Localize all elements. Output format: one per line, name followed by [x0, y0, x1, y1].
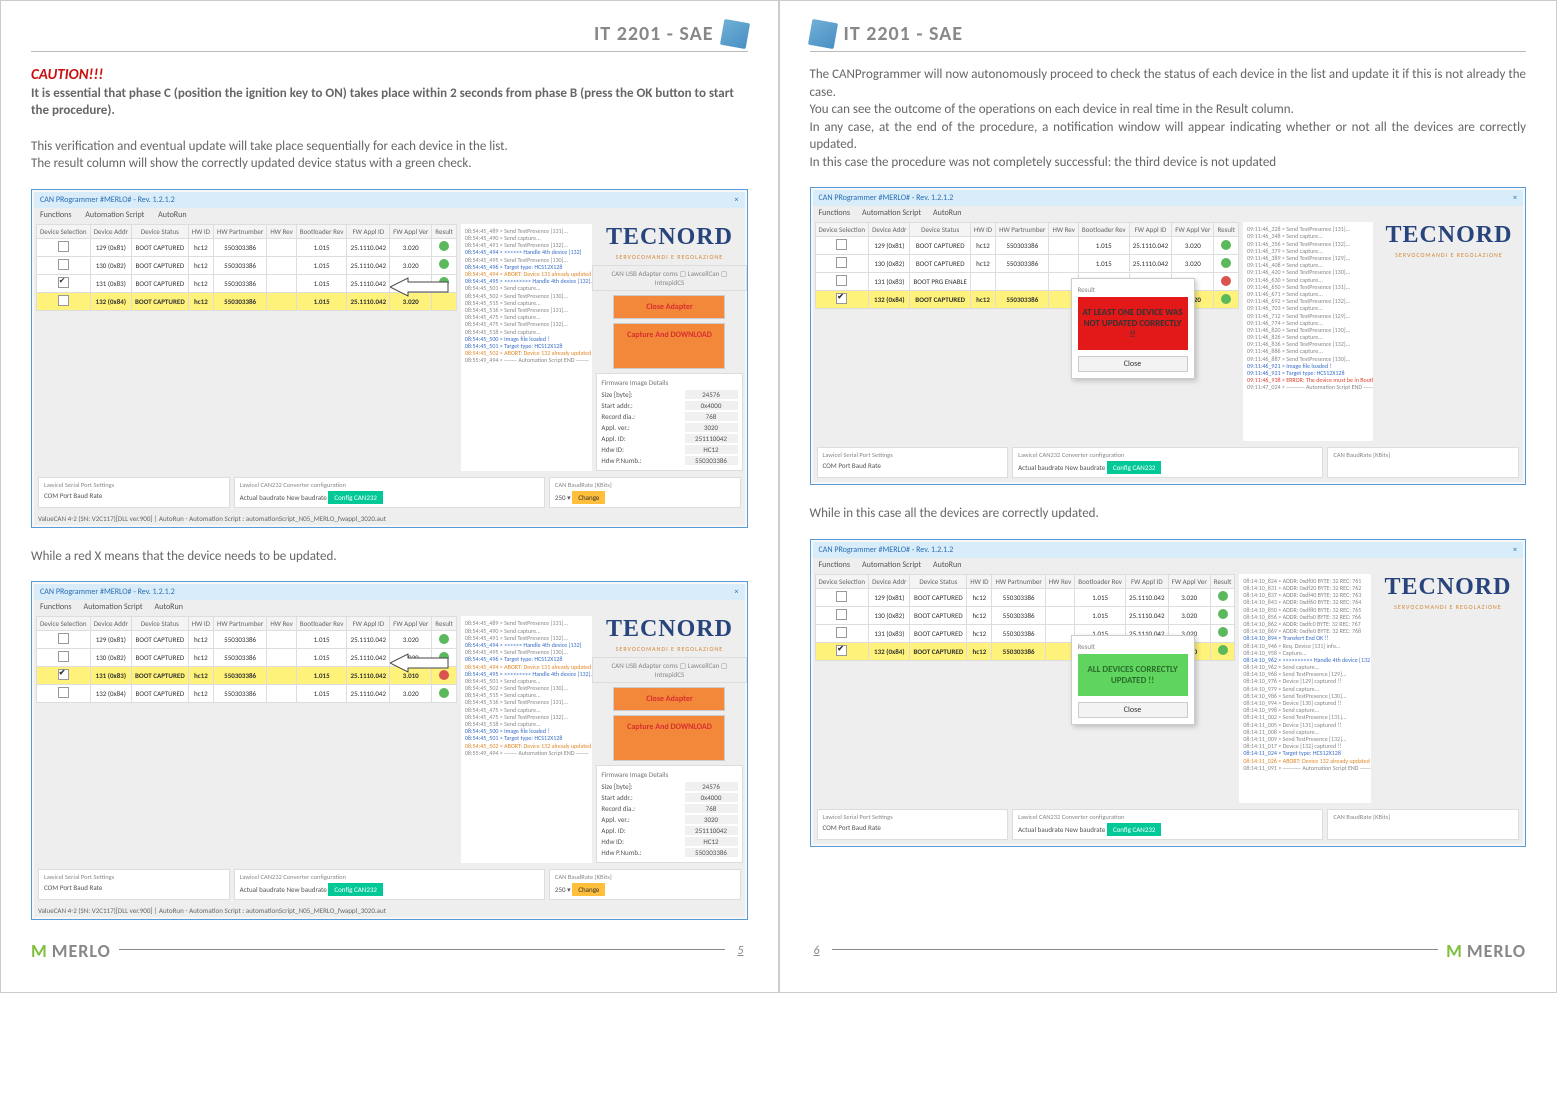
x-icon — [1221, 276, 1231, 286]
row-checkbox[interactable] — [58, 669, 69, 680]
page-number: 5 — [733, 944, 747, 958]
check-icon — [439, 652, 449, 662]
row-checkbox[interactable] — [836, 609, 847, 620]
page-footer: MMERLO 5 — [31, 940, 748, 962]
row-checkbox[interactable] — [836, 275, 847, 286]
change-button[interactable]: Change — [572, 491, 605, 504]
merlo-logo: MMERLO — [1446, 940, 1526, 962]
window-titlebar: CAN PRogrammer #MERLO# - Rev. 1.2.1.2 × — [34, 192, 745, 208]
screenshot-4: Result ALL DEVICES CORRECTLY UPDATED !! … — [810, 539, 1527, 847]
check-icon — [1221, 294, 1231, 304]
table-row: 130 (0x82)BOOT CAPTUREDhc125503033861.01… — [37, 649, 457, 667]
row-checkbox[interactable] — [58, 259, 69, 270]
row-checkbox[interactable] — [58, 295, 69, 306]
check-icon — [1221, 258, 1231, 268]
row-checkbox[interactable] — [58, 687, 69, 698]
table-row: 130 (0x82)BOOT CAPTUREDhc125503033861.01… — [37, 256, 457, 274]
log-line: 08:55:49_494 > ------- Automation Script… — [465, 750, 589, 757]
para-allok: While in this case all the devices are c… — [810, 505, 1527, 523]
modal-close-button[interactable]: Close — [1078, 702, 1188, 718]
table-header-row: Device SelectionDevice AddrDevice Status… — [37, 224, 457, 238]
table-row: 132 (0x84)BOOT CAPTUREDhc125503033861.01… — [37, 292, 457, 310]
row-checkbox[interactable] — [836, 239, 847, 250]
row-checkbox[interactable] — [836, 293, 847, 304]
para-redx: While a red X means that the device need… — [31, 548, 748, 566]
modal-body: AT LEAST ONE DEVICE WAS NOT UPDATED CORR… — [1078, 297, 1188, 350]
page-header: IT 2201 - SAE — [31, 21, 748, 52]
table-row: 130 (0x82)BOOT CAPTUREDhc125503033861.01… — [815, 255, 1238, 273]
check-icon — [439, 634, 449, 644]
log-panel: 08:54:45_489 > Send TestPresence [131]..… — [461, 224, 593, 471]
doc-title: IT 2201 - SAE — [844, 22, 964, 46]
caution-body: It is essential that phase C (position t… — [31, 86, 748, 120]
window-menubar: Functions Automation Script AutoRun — [34, 208, 745, 222]
screenshot-2: CAN PRogrammer #MERLO# - Rev. 1.2.1.2× F… — [31, 581, 748, 920]
cube-icon — [807, 19, 837, 49]
modal-body: ALL DEVICES CORRECTLY UPDATED !! — [1078, 654, 1188, 696]
check-icon — [1221, 240, 1231, 250]
para-intro: The CANProgrammer will now autonomously … — [810, 66, 1527, 171]
row-checkbox[interactable] — [836, 591, 847, 602]
row-checkbox[interactable] — [836, 645, 847, 656]
row-checkbox[interactable] — [58, 277, 69, 288]
screenshot-3: Result AT LEAST ONE DEVICE WAS NOT UPDAT… — [810, 187, 1527, 485]
row-checkbox[interactable] — [58, 241, 69, 252]
result-modal-ok: Result ALL DEVICES CORRECTLY UPDATED !! … — [1071, 635, 1195, 725]
log-line: 08:14:11_091 > ---------- Automation Scr… — [1243, 765, 1367, 772]
table-row: 130 (0x82)BOOT CAPTUREDhc125503033861.01… — [815, 606, 1235, 624]
table-row: 129 (0x81)BOOT CAPTUREDhc125503033861.01… — [815, 588, 1235, 606]
close-adapter-button[interactable]: Close Adapter — [613, 295, 725, 319]
caution-heading: CAUTION!!! — [31, 66, 748, 84]
merlo-logo: MMERLO — [31, 940, 111, 962]
config-can-button[interactable]: Config CAN232 — [328, 491, 383, 504]
brand-logo: TECNORD — [606, 224, 733, 251]
check-icon — [1218, 627, 1228, 637]
check-icon — [439, 277, 449, 287]
check-icon — [1218, 645, 1228, 655]
row-checkbox[interactable] — [836, 627, 847, 638]
table-row: 129 (0x81)BOOT CAPTUREDhc125503033861.01… — [37, 238, 457, 256]
page-header: IT 2201 - SAE — [810, 21, 1527, 52]
table-row: 129 (0x81)BOOT CAPTUREDhc125503033861.01… — [37, 631, 457, 649]
table-row: 132 (0x84)BOOT CAPTUREDhc125503033861.01… — [37, 685, 457, 703]
page-left: IT 2201 - SAE CAUTION!!! It is essential… — [0, 0, 779, 993]
page-footer: 6 MMERLO — [810, 940, 1527, 962]
doc-title: IT 2201 - SAE — [594, 22, 714, 46]
check-icon — [1218, 609, 1228, 619]
download-button[interactable]: Capture And DOWNLOAD — [613, 323, 725, 369]
close-icon[interactable]: × — [735, 195, 739, 205]
status-bar: ValueCAN 4-2 (SN: V2C117)[DLL ver.900] |… — [34, 512, 745, 525]
row-checkbox[interactable] — [836, 257, 847, 268]
table-row: 131 (0x83)BOOT CAPTUREDhc125503033861.01… — [37, 667, 457, 685]
x-icon — [439, 670, 449, 680]
para-verification: This verification and eventual update wi… — [31, 138, 748, 173]
table-row: 129 (0x81)BOOT CAPTUREDhc125503033861.01… — [815, 237, 1238, 255]
firmware-details: Firmware Image Details Size [byte]:24576… — [596, 373, 742, 471]
check-icon — [439, 241, 449, 251]
check-icon — [439, 688, 449, 698]
screenshot-1: CAN PRogrammer #MERLO# - Rev. 1.2.1.2 × … — [31, 189, 748, 528]
device-table: Device SelectionDevice AddrDevice Status… — [36, 224, 457, 311]
modal-close-button[interactable]: Close — [1078, 356, 1188, 372]
page-right: IT 2201 - SAE The CANProgrammer will now… — [779, 0, 1557, 993]
check-icon — [1218, 591, 1228, 601]
result-modal-error: Result AT LEAST ONE DEVICE WAS NOT UPDAT… — [1071, 278, 1195, 379]
table-row: 131 (0x83)BOOT CAPTUREDhc125503033861.01… — [37, 274, 457, 292]
log-line: 08:55:49_494 > ------- Automation Script… — [465, 357, 589, 364]
log-line: 09:11:47_024 > ---------- Automation Scr… — [1247, 384, 1369, 391]
cube-icon — [719, 19, 749, 49]
page-number: 6 — [810, 944, 824, 958]
check-icon — [439, 259, 449, 269]
bottom-panels: Lawicel Serial Port Settings COM Port Ba… — [34, 473, 745, 512]
row-checkbox[interactable] — [58, 633, 69, 644]
row-checkbox[interactable] — [58, 651, 69, 662]
